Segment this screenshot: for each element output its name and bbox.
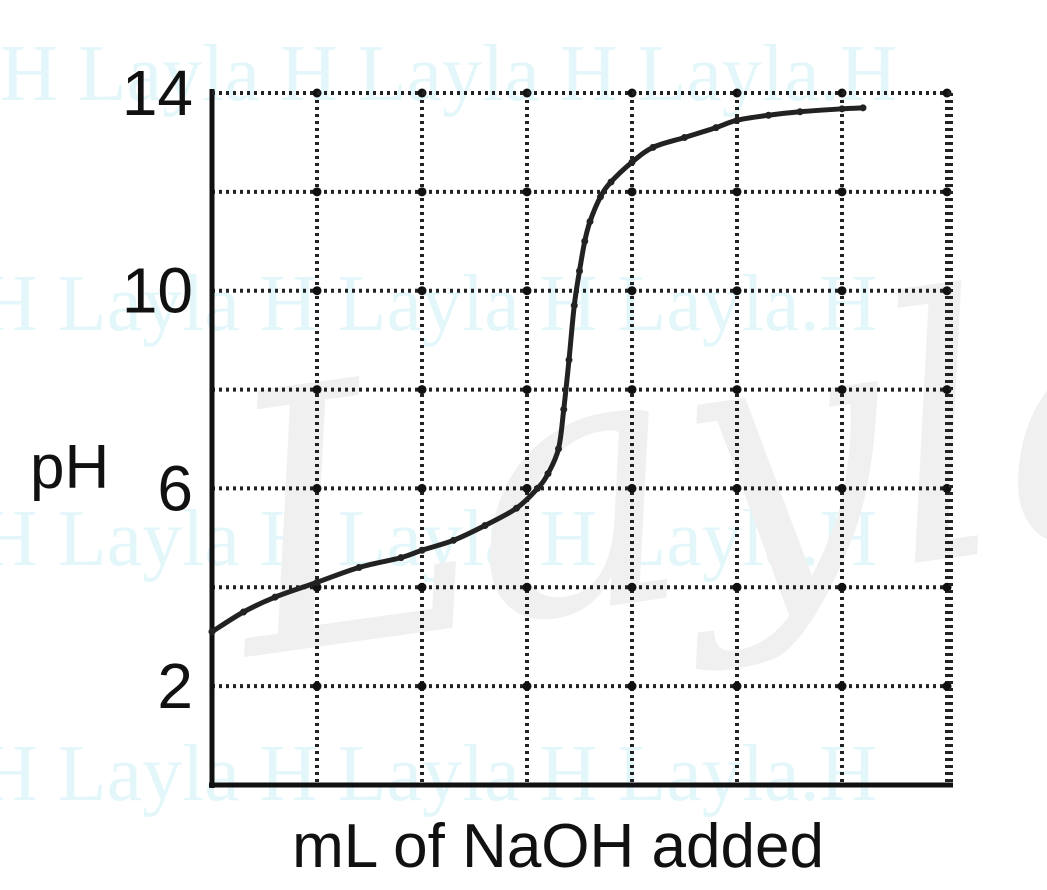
data-point xyxy=(796,108,804,116)
data-point xyxy=(534,484,541,492)
grid-intersection-dot xyxy=(522,385,532,395)
axes xyxy=(209,89,953,788)
data-point xyxy=(607,178,615,186)
grid-intersection-dot xyxy=(312,385,322,395)
grid-intersection-dot xyxy=(417,582,427,592)
grid-intersection-dot xyxy=(627,385,637,395)
data-point xyxy=(513,504,520,512)
data-point xyxy=(712,124,720,132)
grid-intersection-dot xyxy=(312,681,322,691)
y-tick-label: 6 xyxy=(157,452,193,524)
data-point xyxy=(733,116,741,124)
grid-intersection-dot xyxy=(627,582,637,592)
grid-intersection-dot xyxy=(522,483,532,493)
data-point xyxy=(544,470,552,478)
data-point xyxy=(570,302,578,310)
grid-intersection-dot xyxy=(837,385,847,395)
grid-intersection-dot xyxy=(942,286,952,296)
y-tick-label: 10 xyxy=(122,255,193,327)
data-point xyxy=(838,105,846,113)
data-point xyxy=(418,546,426,554)
grid-intersection-dot xyxy=(627,286,637,296)
grid-intersection-dot xyxy=(732,385,742,395)
data-point xyxy=(450,536,457,544)
grid-intersection-dot xyxy=(417,286,427,296)
grid-intersection-dot xyxy=(312,187,322,197)
grid-intersection-dot xyxy=(837,681,847,691)
x-axis-label: mL of NaOH added xyxy=(292,812,824,881)
y-tick-label: 2 xyxy=(157,650,193,722)
grid-intersection-dot xyxy=(732,681,742,691)
y-tick-label: 14 xyxy=(122,57,193,129)
grid-intersection-dot xyxy=(837,286,847,296)
grid-intersection-dot xyxy=(627,681,637,691)
watermark-text-row-4: H Layla H Layla H Layla.H xyxy=(0,730,877,818)
grid-intersection-dot xyxy=(732,286,742,296)
data-point xyxy=(560,405,568,413)
data-point xyxy=(586,218,594,226)
grid-intersection-dot xyxy=(312,286,322,296)
grid-intersection-dot xyxy=(417,385,427,395)
data-point xyxy=(555,445,562,453)
data-point xyxy=(397,554,405,562)
data-point xyxy=(628,158,636,166)
data-point xyxy=(581,237,589,245)
data-point xyxy=(565,356,573,364)
watermark-text-row-3: H Layla H Layla H Layla.H xyxy=(0,495,877,583)
grid-intersection-dot xyxy=(732,582,742,592)
data-point xyxy=(240,608,247,616)
grid-intersection-dot xyxy=(522,286,532,296)
grid-intersection-dot xyxy=(627,187,637,197)
data-point xyxy=(859,104,867,112)
data-point xyxy=(576,267,583,275)
data-point xyxy=(355,564,363,572)
data-point xyxy=(313,578,321,586)
y-tick-labels: 14 10 6 2 xyxy=(122,57,193,722)
grid-intersection-dot xyxy=(417,483,427,493)
data-point xyxy=(765,111,772,119)
data-point xyxy=(681,133,688,141)
grid-intersection-dot xyxy=(417,187,427,197)
data-point xyxy=(271,593,279,601)
grid-intersection-dot xyxy=(522,187,532,197)
grid-intersection-dot xyxy=(522,582,532,592)
grid-intersection-dot xyxy=(837,483,847,493)
titration-curve xyxy=(209,105,866,635)
grid-intersection-dot xyxy=(312,483,322,493)
data-point xyxy=(649,143,657,151)
grid-intersection-dot xyxy=(417,681,427,691)
grid-intersection-dot xyxy=(522,681,532,691)
watermark-text-row-2: H Layla H Layla H Layla.H xyxy=(0,260,877,348)
data-point xyxy=(481,522,489,529)
grid-intersection-dot xyxy=(732,483,742,493)
grid-intersection-dot xyxy=(837,582,847,592)
data-point xyxy=(208,628,216,636)
watermark-text-row-1: H Layla H Layla H Layla.H xyxy=(0,30,897,118)
grid xyxy=(212,88,952,785)
grid-intersection-dot xyxy=(942,187,952,197)
y-axis-label: pH xyxy=(30,433,109,502)
data-point xyxy=(597,193,604,201)
grid-intersection-dot xyxy=(732,187,742,197)
grid-intersection-dot xyxy=(837,187,847,197)
curve xyxy=(208,104,867,636)
grid-intersection-dot xyxy=(627,483,637,493)
